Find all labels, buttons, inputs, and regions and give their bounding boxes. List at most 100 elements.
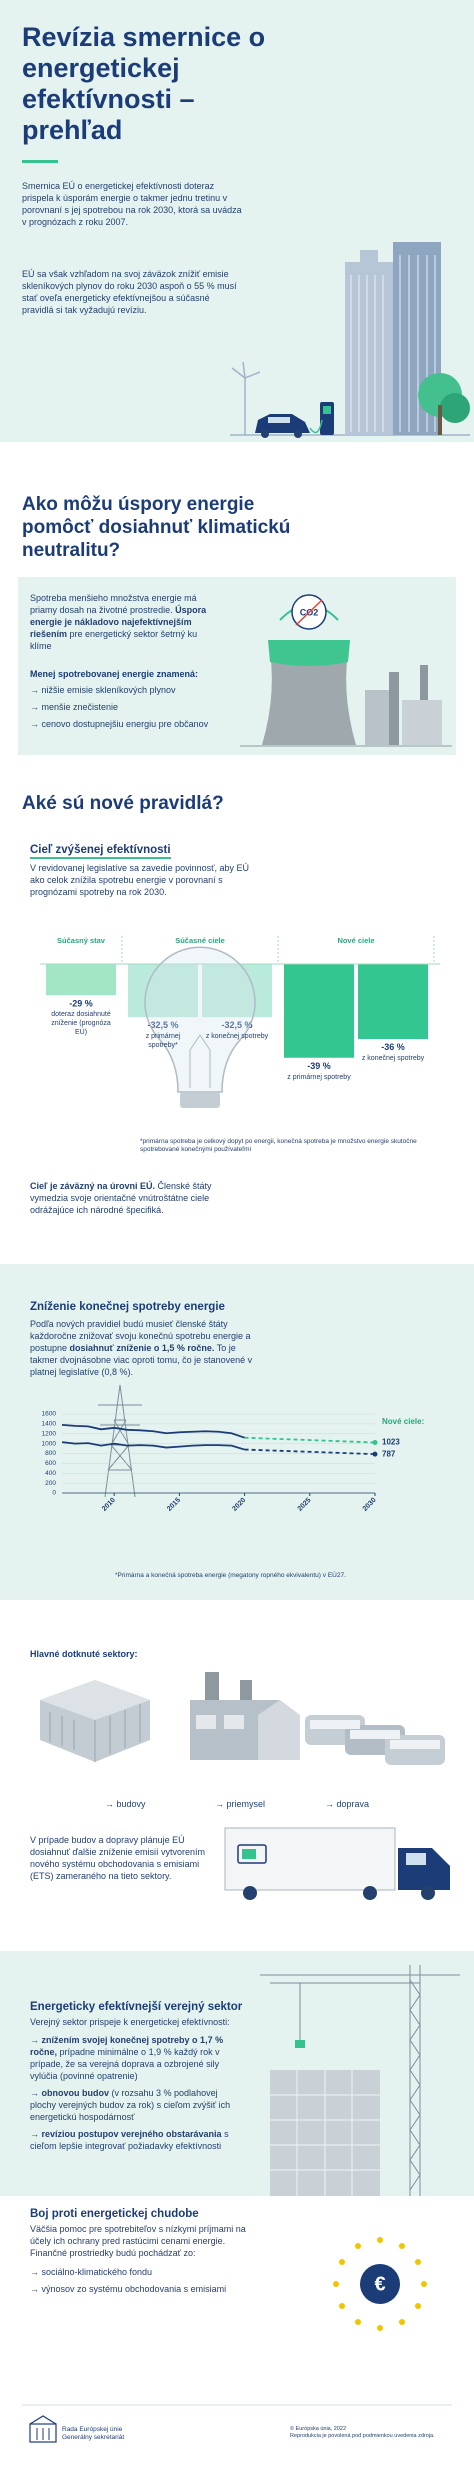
power-plant-illustration: CO2 bbox=[240, 594, 452, 747]
text: → bbox=[30, 2035, 42, 2045]
bold-text: Úspora energie je nákladovo najefektívne… bbox=[30, 605, 207, 639]
sector-label: → doprava bbox=[325, 1799, 370, 1809]
value-label: -32,5 % bbox=[221, 1020, 252, 1030]
line bbox=[61, 1423, 245, 1439]
funding-list: → sociálno-klimatického fondu → výnosov z… bbox=[30, 2266, 260, 2300]
text: To je takmer dvojnásobne viac oproti tom… bbox=[30, 1343, 253, 1377]
list-item: → obnovou budov (v rozsahu 3 % podlahove… bbox=[30, 2087, 235, 2123]
bar-category: doteraz dosiahnuté zníženie (prognóza EÚ… bbox=[51, 1011, 111, 1037]
text: → bbox=[30, 2088, 42, 2098]
text: (v rozsahu 3 % podlahovej plochy verejný… bbox=[30, 2088, 231, 2122]
value-label: -36 % bbox=[381, 1042, 405, 1052]
bar bbox=[46, 964, 116, 996]
value-label: -32,5 % bbox=[147, 1020, 178, 1030]
construction-illustration bbox=[260, 1965, 460, 2196]
logo bbox=[22, 2404, 452, 2443]
bar-category: z konečnej spotreby bbox=[205, 1033, 269, 1041]
ets-text: V prípade budov a dopravy plánuje EÚ dos… bbox=[30, 1834, 215, 1882]
text: EÚ sa však vzhľadom na svoj záväzok zníž… bbox=[22, 269, 237, 315]
list-item: → znížením svojej konečnej spotreby o 1,… bbox=[30, 2034, 235, 2082]
value-label: -39 % bbox=[307, 1061, 331, 1071]
group-label: Súčasné ciele bbox=[175, 936, 225, 945]
transport-illustration bbox=[305, 1715, 445, 1765]
buildings-illustration bbox=[40, 1680, 150, 1762]
annotation: Nové ciele: bbox=[382, 1417, 424, 1426]
bar-category: z primárnej spotreby bbox=[287, 1073, 351, 1081]
measure-list: → znížením svojej konečnej spotreby o 1,… bbox=[30, 2034, 235, 2157]
bar-category: z konečnej spotreby bbox=[361, 1055, 425, 1062]
bold-text: Cieľ je záväzný na úrovni EÚ. bbox=[30, 1181, 156, 1191]
text: V prípade budov a dopravy plánuje EÚ dos… bbox=[30, 1835, 205, 1881]
subtitle-text: Cieľ zvýšenej efektívnosti bbox=[30, 844, 171, 859]
bold-text: revíziou postupov verejného obstarávania bbox=[41, 2129, 222, 2139]
bold-text: obnovou budov bbox=[41, 2088, 110, 2098]
section-title: Ako môžu úspory energie pomôcť dosiahnuť… bbox=[22, 494, 291, 561]
bulb-illustration bbox=[144, 946, 256, 1093]
text: Väčšia pomoc pre spotrebiteľov s nízkymi… bbox=[30, 2224, 246, 2258]
text: Smernica EÚ o energetickej efektívnosti … bbox=[22, 181, 242, 227]
section-title: Aké sú nové pravidlá? bbox=[22, 793, 224, 814]
section-title: Boj proti energetickej chudobe bbox=[30, 2208, 199, 2220]
section-text: Podľa nových pravidiel budú musieť člens… bbox=[30, 1318, 260, 1378]
list-item: → nižšie emisie skleníkových plynov bbox=[30, 685, 176, 695]
group-label: Nové ciele bbox=[337, 936, 375, 945]
text: Členské štáty vymedzia svoje orientačné … bbox=[30, 1181, 212, 1215]
list-item: → revíziou postupov verejného obstarávan… bbox=[30, 2128, 235, 2152]
org-name: Rada Európskej únie bbox=[62, 2426, 123, 2433]
section-text: V revidovanej legislatíve sa zavedie pov… bbox=[30, 862, 250, 898]
sector-label: → budovy bbox=[105, 1799, 146, 1809]
text: → bbox=[30, 2129, 42, 2139]
text: Podľa nových pravidiel budú musieť člens… bbox=[30, 1319, 251, 1353]
end-point bbox=[372, 1439, 378, 1445]
industry-illustration bbox=[190, 1672, 300, 1760]
line bbox=[61, 1441, 245, 1451]
text: s cieľom lepšie integrovať požiadavky ef… bbox=[30, 2129, 229, 2151]
bar bbox=[358, 964, 428, 1039]
list-item: → menšie znečistenie bbox=[30, 702, 119, 712]
list-item: → cenovo dostupnejšiu energiu pre občano… bbox=[30, 719, 209, 729]
end-point bbox=[372, 1451, 378, 1457]
truck-illustration bbox=[224, 1827, 450, 1900]
euro-illustration: € bbox=[333, 2237, 427, 2331]
section-title: Energeticky efektívnejší verejný sektor bbox=[30, 2001, 243, 2013]
end-label: 787 bbox=[382, 1449, 396, 1458]
accent-line bbox=[22, 160, 58, 163]
bold-text: znížením svojej konečnej spotreby o 1,7 … bbox=[30, 2035, 224, 2057]
bulb-filament bbox=[189, 1034, 211, 1088]
text: Spotreba menšieho množstva energie má pr… bbox=[30, 593, 197, 615]
section-text: Väčšia pomoc pre spotrebiteľov s nízkymi… bbox=[30, 2223, 260, 2259]
section-text: Verejný sektor prispeje k energetickej e… bbox=[30, 2017, 230, 2027]
line bbox=[244, 1448, 376, 1456]
y-tick-label: 1000 bbox=[42, 1440, 57, 1447]
copyright: © Európska únia, 2022 bbox=[290, 2426, 347, 2432]
list-item: → výnosov zo systému obchodovania s emis… bbox=[30, 2284, 227, 2294]
bar-category: z primárnej spotreby* bbox=[145, 1033, 181, 1050]
footer-org: Rada Európskej únie Generálny sekretariá… bbox=[62, 2426, 212, 2442]
intro-paragraph: EÚ sa však vzhľadom na svoj záväzok zníž… bbox=[22, 268, 242, 316]
group-label: Súčasný stav bbox=[57, 936, 105, 945]
box-text: Spotreba menšieho množstva energie má pr… bbox=[30, 592, 220, 652]
icon-label: € bbox=[374, 2273, 385, 2295]
value-label: -29 % bbox=[69, 998, 93, 1008]
section-background bbox=[0, 1264, 474, 1600]
city-illustration bbox=[230, 242, 470, 438]
y-tick-label: 600 bbox=[45, 1460, 56, 1467]
y-tick-label: 200 bbox=[45, 1480, 56, 1487]
list-title: Menej spotrebovanej energie znamená: bbox=[30, 669, 199, 679]
text: pre energetický sektor šetrný ku klíme bbox=[30, 629, 198, 651]
end-label: 1023 bbox=[382, 1438, 400, 1447]
y-tick-label: 400 bbox=[45, 1470, 56, 1477]
sector-label: → priemysel bbox=[215, 1799, 266, 1809]
list-item: → sociálno-klimatického fondu bbox=[30, 2267, 153, 2277]
bulb-base bbox=[180, 1092, 220, 1108]
bold-text: dosiahnuť zníženie o 1,5 % ročne. bbox=[69, 1343, 215, 1353]
y-tick-label: 1600 bbox=[42, 1411, 57, 1418]
y-tick-label: 800 bbox=[45, 1450, 56, 1457]
bar bbox=[128, 964, 198, 1018]
sectors-title: Hlavné dotknuté sektory: bbox=[30, 1649, 138, 1659]
text: prípadne minimálne o 1,9 % každý rok v p… bbox=[30, 2047, 220, 2081]
y-tick-label: 1200 bbox=[42, 1430, 57, 1437]
